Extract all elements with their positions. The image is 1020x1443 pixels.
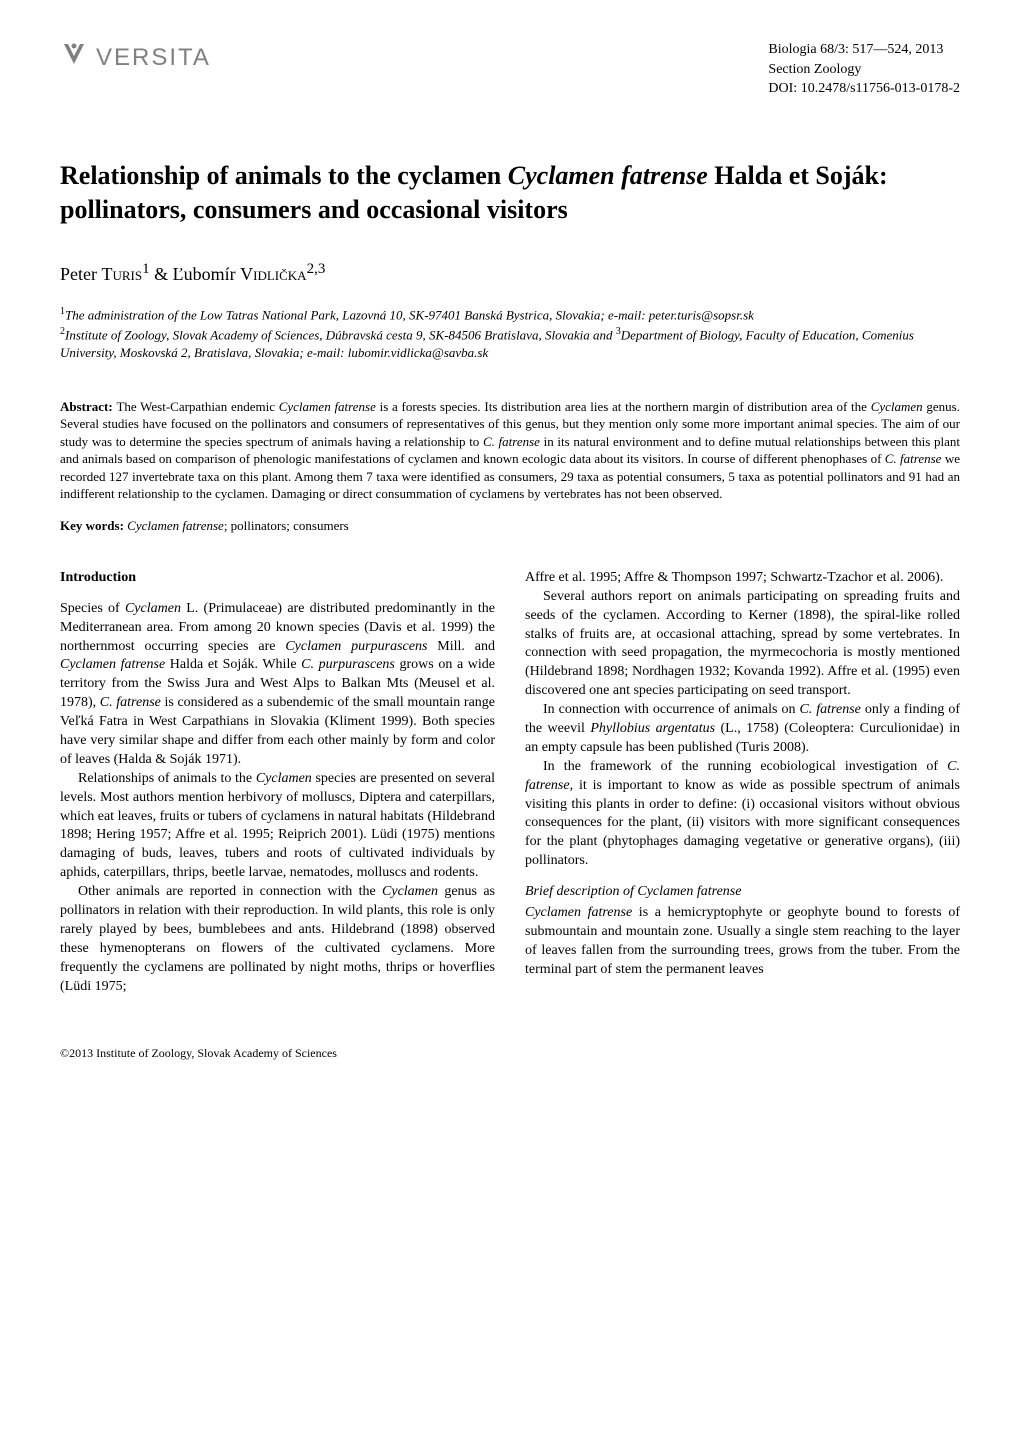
article-title: Relationship of animals to the cyclamen … xyxy=(60,159,960,227)
p1c: Mill. and xyxy=(427,639,495,654)
p6b: , it is important to know as wide as pos… xyxy=(525,778,960,869)
intro-p2: Relationships of animals to the Cyclamen… xyxy=(60,770,495,883)
intro-p3-left: Other animals are reported in connection… xyxy=(60,883,495,996)
abstract-i2: Cyclamen xyxy=(871,399,923,414)
body-content: Introduction Species of Cyclamen L. (Pri… xyxy=(60,569,960,997)
intro-p3-right: Affre et al. 1995; Affre & Thompson 1997… xyxy=(525,569,960,588)
abstract-t1: The West-Carpathian endemic xyxy=(116,399,278,414)
p1a: Species of xyxy=(60,601,125,616)
p6a: In the framework of the running ecobiolo… xyxy=(543,759,947,774)
journal-citation: Biologia 68/3: 517—524, 2013 xyxy=(768,40,960,60)
introduction-heading: Introduction xyxy=(60,569,495,588)
intro-p5: In connection with occurrence of animals… xyxy=(525,701,960,758)
p2a: Relationships of animals to the xyxy=(78,771,256,786)
journal-info: Biologia 68/3: 517—524, 2013 Section Zoo… xyxy=(768,40,960,99)
publisher-logo: VERSITA xyxy=(60,40,211,75)
brief-p1: Cyclamen fatrense is a hemicryptophyte o… xyxy=(525,904,960,980)
abstract-i3: C. fatrense xyxy=(483,434,540,449)
p3a: Other animals are reported in connection… xyxy=(78,884,382,899)
author-connector: & xyxy=(150,264,173,284)
p1i5: C. fatrense xyxy=(100,695,161,710)
journal-doi: DOI: 10.2478/s11756-013-0178-2 xyxy=(768,79,960,99)
keywords-text: ; pollinators; consumers xyxy=(224,518,349,533)
abstract: Abstract: The West-Carpathian endemic Cy… xyxy=(60,398,960,503)
p3c: Affre et al. 1995; Affre & Thompson 1997… xyxy=(525,570,943,585)
title-species: Cyclamen fatrense xyxy=(508,161,708,190)
versita-icon xyxy=(60,40,88,75)
footer: ©2013 Institute of Zoology, Slovak Acade… xyxy=(60,1046,960,1061)
aff1-text: The administration of the Low Tatras Nat… xyxy=(65,308,754,323)
p5i2: Phyllobius argentatus xyxy=(590,721,715,736)
intro-p4: Several authors report on animals partic… xyxy=(525,588,960,701)
author1-last: Turis xyxy=(101,264,142,284)
intro-p1: Species of Cyclamen L. (Primulaceae) are… xyxy=(60,600,495,770)
author1-sup: 1 xyxy=(142,261,150,277)
author1-first: Peter xyxy=(60,264,101,284)
header: VERSITA Biologia 68/3: 517—524, 2013 Sec… xyxy=(60,40,960,99)
abstract-i1: Cyclamen fatrense xyxy=(279,399,376,414)
abstract-label: Abstract: xyxy=(60,399,116,414)
aff2-text: Institute of Zoology, Slovak Academy of … xyxy=(65,327,616,342)
affiliations: 1The administration of the Low Tatras Na… xyxy=(60,305,960,362)
p1i1: Cyclamen xyxy=(125,601,181,616)
author2-first: Ľubomír xyxy=(173,264,241,284)
author2-sup: 2,3 xyxy=(307,261,326,277)
abstract-t2: is a forests species. Its distribution a… xyxy=(376,399,871,414)
authors: Peter Turis1 & Ľubomír Vidlička2,3 xyxy=(60,261,960,285)
p1i3: Cyclamen fatrense xyxy=(60,657,165,672)
p3b: genus as pollinators in relation with th… xyxy=(60,884,495,993)
keywords: Key words: Cyclamen fatrense; pollinator… xyxy=(60,518,960,534)
journal-section: Section Zoology xyxy=(768,60,960,80)
p2i1: Cyclamen xyxy=(256,771,312,786)
p1i2: Cyclamen purpurascens xyxy=(285,639,427,654)
p5a: In connection with occurrence of animals… xyxy=(543,702,799,717)
bp1i1: Cyclamen fatrense xyxy=(525,905,632,920)
brief-heading: Brief description of Cyclamen fatrense xyxy=(525,883,960,902)
publisher-name: VERSITA xyxy=(96,44,211,72)
left-column: Introduction Species of Cyclamen L. (Pri… xyxy=(60,569,495,997)
p2b: species are presented on several levels.… xyxy=(60,771,495,880)
p1i4: C. purpurascens xyxy=(301,657,395,672)
p3i1: Cyclamen xyxy=(382,884,438,899)
right-column: Affre et al. 1995; Affre & Thompson 1997… xyxy=(525,569,960,997)
keywords-label: Key words: xyxy=(60,518,127,533)
keywords-italic: Cyclamen fatrense xyxy=(127,518,224,533)
title-prefix: Relationship of animals to the cyclamen xyxy=(60,161,508,190)
abstract-i4: C. fatrense xyxy=(885,451,942,466)
p5i1: C. fatrense xyxy=(799,702,860,717)
p1d: Halda et Soják. While xyxy=(165,657,301,672)
intro-p6: In the framework of the running ecobiolo… xyxy=(525,758,960,871)
author2-last: Vidlička xyxy=(240,264,306,284)
copyright: ©2013 Institute of Zoology, Slovak Acade… xyxy=(60,1046,337,1060)
